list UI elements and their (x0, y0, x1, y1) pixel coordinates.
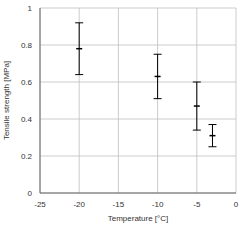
svg-text:-25: -25 (34, 200, 46, 209)
svg-text:-10: -10 (152, 200, 164, 209)
svg-text:1: 1 (28, 4, 33, 13)
svg-text:0.4: 0.4 (21, 115, 33, 124)
svg-text:-5: -5 (193, 200, 201, 209)
svg-text:0.8: 0.8 (21, 41, 33, 50)
svg-text:0: 0 (28, 189, 33, 198)
svg-text:0.6: 0.6 (21, 78, 33, 87)
svg-text:-15: -15 (113, 200, 125, 209)
svg-text:-20: -20 (73, 200, 85, 209)
svg-text:Tensile strength [MPa]: Tensile strength [MPa] (8, 61, 11, 140)
svg-text:0.2: 0.2 (21, 152, 33, 161)
svg-text:0: 0 (234, 200, 238, 209)
svg-text:Temperature [°C]: Temperature [°C] (108, 214, 169, 223)
